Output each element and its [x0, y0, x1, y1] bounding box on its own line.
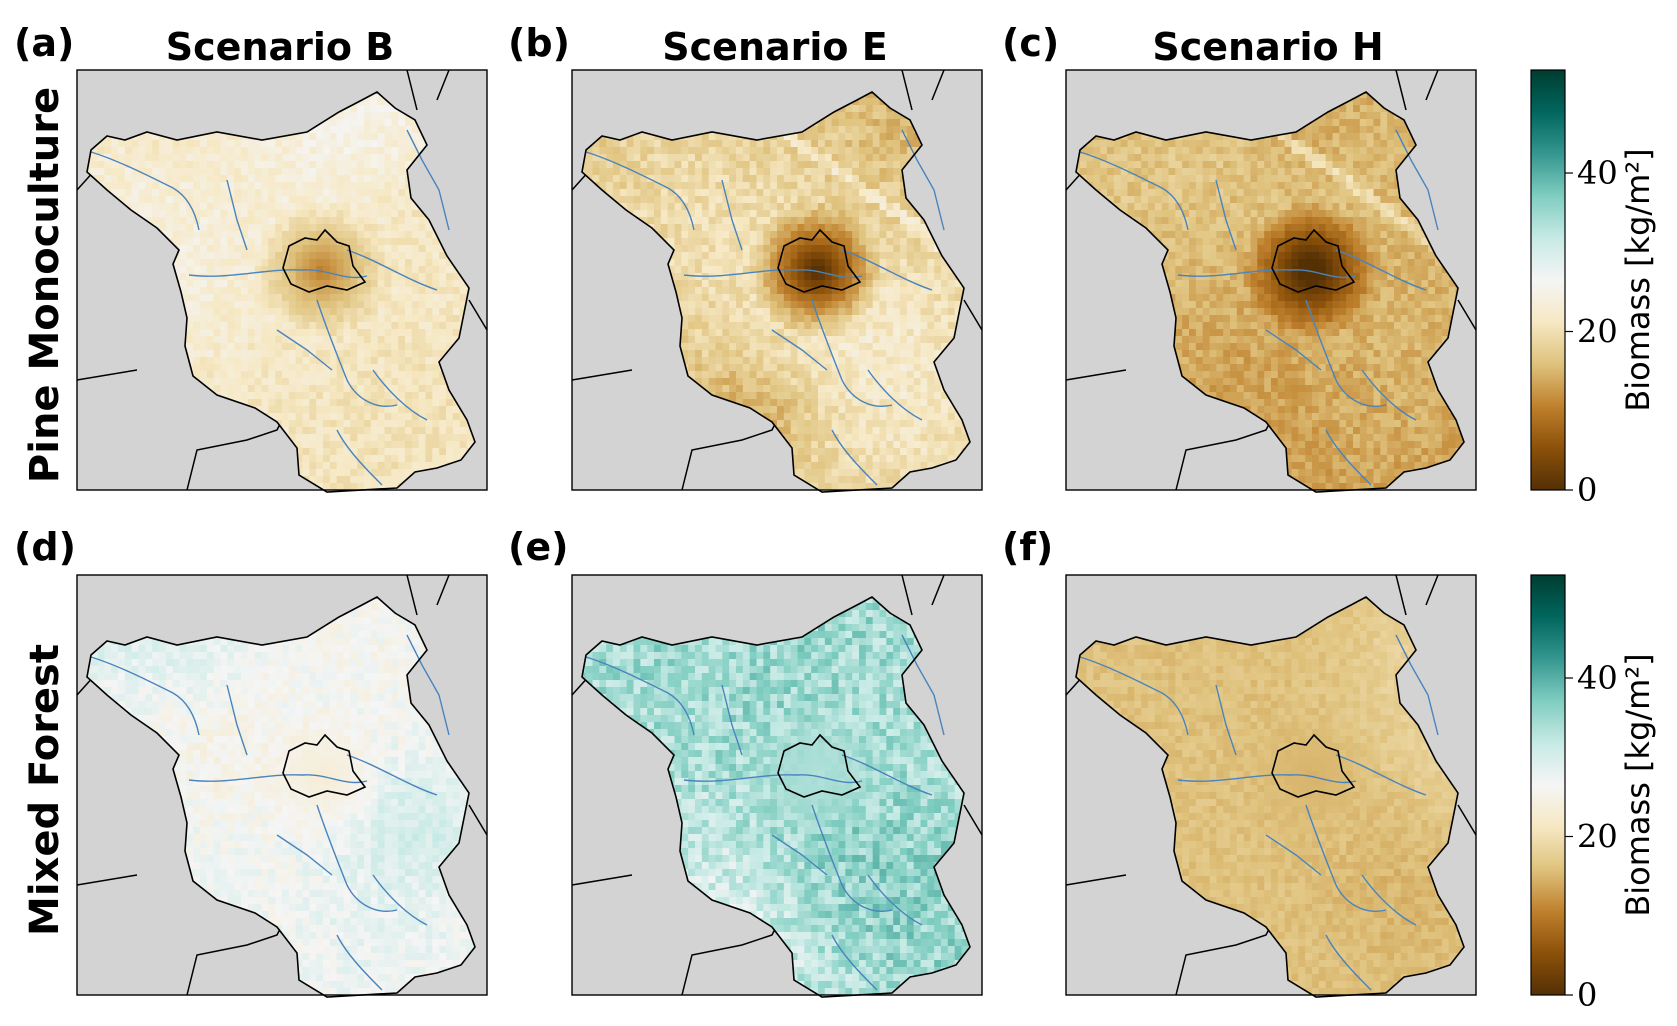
map-panel-a: [76, 69, 488, 493]
neighbor-borders: [76, 69, 488, 491]
column-title-scenario-e: Scenario E: [662, 25, 887, 69]
rivers: [1079, 129, 1439, 486]
column-title-scenario-h: Scenario H: [1152, 25, 1383, 69]
colorbar-label: Biomass [kg/m²]: [1619, 148, 1657, 411]
panel-label-a: (a): [14, 21, 74, 65]
rivers: [585, 634, 945, 991]
colorbar-tick-label: 20: [1577, 313, 1618, 351]
rivers: [90, 634, 450, 991]
neighbor-borders: [1065, 574, 1477, 996]
map-panel-f: [1065, 574, 1477, 998]
colorbar-ticks: 0 20 40: [1565, 659, 1618, 1014]
column-title-scenario-b: Scenario B: [166, 25, 394, 69]
panel-label-e: (e): [508, 525, 569, 569]
neighbor-borders: [1065, 69, 1477, 491]
city-border: [777, 228, 862, 293]
panel-label-f: (f): [1002, 525, 1053, 569]
neighbor-borders: [571, 69, 983, 491]
city-border: [1271, 228, 1356, 293]
map-panel-e: [571, 574, 983, 998]
rivers: [1079, 634, 1439, 991]
colorbar-tick-label: 40: [1577, 154, 1618, 192]
colorbar-tick-label: 0: [1577, 471, 1597, 509]
map-panel-c: [1065, 69, 1477, 493]
neighbor-borders: [76, 574, 488, 996]
colorbar-ticks: 0 20 40: [1565, 154, 1618, 509]
city-border: [282, 733, 367, 798]
map-panels: [76, 69, 1477, 998]
map-frame: [571, 574, 983, 996]
map-frame: [76, 69, 488, 491]
rivers: [585, 129, 945, 486]
row-title-mixed-forest: Mixed Forest: [22, 644, 68, 936]
row-title-pine-monoculture: Pine Monoculture: [22, 87, 68, 483]
map-frame: [1065, 69, 1477, 491]
colorbar-gradient: [1530, 574, 1566, 996]
map-panel-d: [76, 574, 488, 998]
colorbar-tick-label: 0: [1577, 976, 1597, 1014]
city-border: [777, 733, 862, 798]
map-frame: [1065, 574, 1477, 996]
rivers: [90, 129, 450, 486]
colorbar-tick-label: 40: [1577, 659, 1618, 697]
panel-label-d: (d): [14, 525, 76, 569]
panel-label-c: (c): [1002, 21, 1059, 65]
colorbar-tick-label: 20: [1577, 818, 1618, 856]
panel-label-b: (b): [508, 21, 570, 65]
map-frame: [571, 69, 983, 491]
neighbor-borders: [571, 574, 983, 996]
colorbar-label: Biomass [kg/m²]: [1619, 653, 1657, 916]
map-frame: [76, 574, 488, 996]
colorbar-top: 0 20 40 Biomass [kg/m²]: [1530, 69, 1657, 509]
colorbar-gradient: [1530, 69, 1566, 491]
colorbar-bottom: 0 20 40 Biomass [kg/m²]: [1530, 574, 1657, 1014]
map-panel-b: [571, 69, 983, 493]
city-border: [1271, 733, 1356, 798]
city-border: [282, 228, 367, 293]
